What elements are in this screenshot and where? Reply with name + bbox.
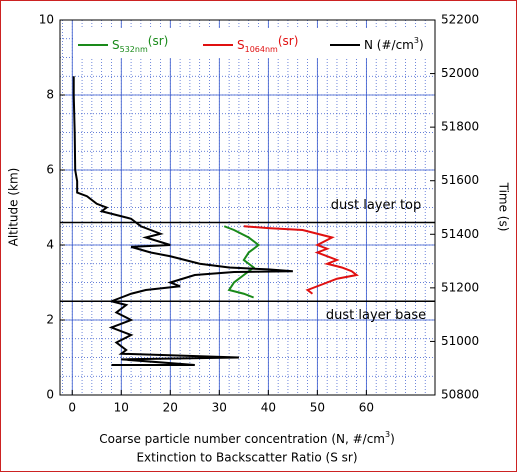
legend-suffix: (sr)	[278, 34, 299, 48]
x-tick-label: 40	[261, 401, 276, 415]
x-label-part: )	[390, 432, 395, 446]
legend-label: S1064nm(sr)	[237, 34, 298, 55]
y-tick-label: 10	[39, 13, 54, 27]
series-line	[72, 76, 293, 366]
annotation-label: dust layer base	[326, 308, 426, 323]
x-axis-label-2: Extinction to Backscatter Ratio (S sr)	[136, 451, 357, 465]
x-axis-label: Coarse particle number concentration (N,…	[99, 430, 395, 446]
legend-box	[74, 28, 434, 58]
y2-axis-label: Time (s)	[497, 182, 511, 232]
y2-tick-label: 51600	[441, 173, 479, 187]
legend-name: S	[112, 38, 120, 52]
legend-sub: 1064nm	[245, 45, 278, 54]
legend-label: S532nm(sr)	[112, 34, 168, 55]
legend-label: N (#/cm3)	[364, 36, 424, 52]
legend-sub: 532nm	[120, 45, 148, 54]
x-tick-label: 50	[310, 401, 325, 415]
y-axis-label: Altitude (km)	[7, 168, 21, 247]
y-tick-label: 6	[46, 163, 54, 177]
y2-tick-label: 52000	[441, 66, 479, 80]
x-label-part: Coarse particle number concentration (N,…	[99, 432, 385, 446]
annotation-label: dust layer top	[331, 198, 422, 213]
y2-tick-label: 51200	[441, 280, 479, 294]
y2-tick-label: 51800	[441, 120, 479, 134]
y-tick-label: 4	[46, 238, 54, 252]
x-tick-label: 30	[212, 401, 227, 415]
series-line	[243, 225, 359, 295]
y2-tick-label: 51400	[441, 227, 479, 241]
x-tick-label: 60	[359, 401, 374, 415]
y-tick-label: 0	[46, 388, 54, 402]
legend-suffix: (sr)	[148, 34, 169, 48]
x-tick-label: 0	[68, 401, 76, 415]
legend-sup: 3	[414, 36, 419, 45]
x-label-sup: 3	[385, 430, 390, 439]
plot-frame	[59, 19, 436, 396]
y2-tick-label: 52200	[441, 13, 479, 27]
y2-tick-label: 51000	[441, 334, 479, 348]
x-tick-label: 10	[114, 401, 129, 415]
y-tick-label: 2	[46, 313, 54, 327]
y-tick-label: 8	[46, 88, 54, 102]
x-tick-label: 20	[163, 401, 178, 415]
series-line	[223, 225, 261, 299]
y2-tick-label: 50800	[441, 388, 479, 402]
legend-name: S	[237, 38, 245, 52]
legend-name: N (#/cm	[364, 38, 414, 52]
legend-suffix: )	[419, 38, 424, 52]
